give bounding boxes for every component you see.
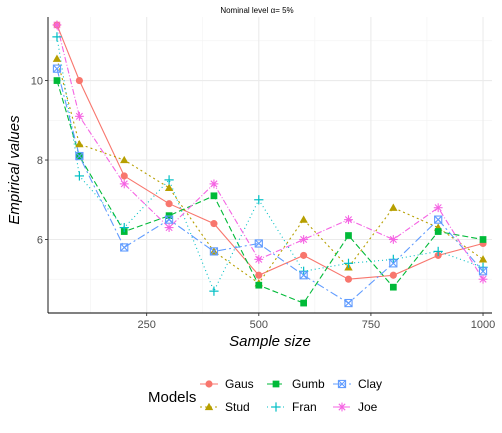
legend-key-marker (204, 402, 214, 411)
x-tick-label: 1000 (471, 319, 495, 331)
point-gaus (165, 200, 173, 208)
point-gumb (210, 192, 218, 200)
point-clay (254, 239, 263, 248)
legend-item-stud: Stud (200, 400, 250, 414)
point-gumb (345, 232, 352, 239)
legend-label-stud: Stud (225, 400, 250, 414)
point-stud (478, 255, 488, 263)
point-stud (389, 203, 398, 211)
legend-key-marker (337, 379, 347, 389)
legend-label-gaus: Gaus (225, 377, 254, 391)
point-gumb (389, 283, 397, 291)
point-clay (52, 64, 62, 73)
legend-label-joe: Joe (358, 400, 378, 414)
series-line-clay (56, 68, 484, 304)
series-points (52, 20, 488, 308)
point-joe (254, 254, 264, 264)
point-fran (74, 171, 85, 181)
point-joe (209, 179, 219, 189)
legend: Models Gaus Stud Gumb Fran Clay Joe (148, 377, 382, 414)
point-gaus (120, 172, 128, 180)
point-gumb (434, 228, 442, 235)
legend-item-clay: Clay (333, 377, 382, 391)
y-tick-label: 6 (37, 234, 43, 246)
point-gumb (300, 299, 307, 307)
point-clay (120, 243, 129, 252)
point-clay (389, 259, 398, 268)
legend-key-marker (337, 402, 347, 412)
legend-label-fran: Fran (292, 400, 317, 414)
point-gaus (75, 77, 83, 85)
point-joe (164, 223, 174, 232)
point-fran (119, 222, 129, 233)
x-axis-title: Sample size (229, 333, 311, 350)
point-joe (52, 20, 62, 30)
legend-title: Models (148, 389, 196, 406)
point-fran (433, 246, 443, 257)
point-clay (164, 215, 174, 224)
point-fran (254, 195, 264, 205)
legend-key-marker (205, 380, 213, 388)
point-joe (388, 235, 398, 244)
point-stud (52, 54, 62, 62)
point-fran (52, 32, 62, 42)
point-clay (344, 298, 353, 308)
point-stud (120, 155, 129, 164)
point-fran (209, 286, 219, 296)
legend-label-clay: Clay (358, 377, 382, 391)
x-tick-label: 250 (137, 319, 155, 331)
point-joe (74, 111, 84, 121)
y-axis-title: Empirical values (6, 115, 23, 225)
point-clay (209, 247, 219, 256)
point-clay (75, 151, 84, 161)
point-gumb (53, 77, 61, 84)
legend-label-gumb: Gumb (292, 377, 325, 391)
point-gaus (389, 271, 397, 279)
x-tick-label: 500 (250, 319, 268, 331)
point-joe (344, 215, 353, 225)
point-gumb (479, 236, 487, 243)
point-joe (478, 274, 488, 284)
legend-item-gumb: Gumb (267, 377, 325, 391)
point-fran (343, 258, 354, 268)
point-gumb (255, 281, 263, 289)
legend-key-marker (272, 380, 280, 388)
axes: 250 500 750 1000 6 8 10 (31, 17, 495, 331)
chart-title: Nominal level α= 5% (220, 6, 293, 15)
point-joe (299, 235, 309, 244)
legend-item-fran: Fran (267, 400, 317, 414)
point-stud (299, 215, 308, 223)
point-stud (164, 183, 174, 191)
plot-background (48, 17, 492, 313)
y-tick-label: 8 (37, 155, 43, 167)
point-clay (299, 271, 308, 280)
point-gaus (300, 251, 308, 259)
legend-item-joe: Joe (333, 400, 378, 414)
x-tick-label: 750 (362, 319, 380, 331)
point-joe (119, 179, 129, 189)
point-stud (75, 139, 84, 148)
plot-grid (48, 17, 492, 313)
point-joe (433, 203, 443, 213)
point-gaus (344, 275, 353, 283)
point-gaus (255, 271, 263, 279)
legend-item-gaus: Gaus (200, 377, 254, 391)
y-tick-label: 10 (31, 76, 43, 88)
legend-key-marker (271, 402, 281, 412)
point-gaus (210, 220, 218, 228)
point-fran (164, 175, 174, 185)
point-clay (434, 215, 443, 224)
